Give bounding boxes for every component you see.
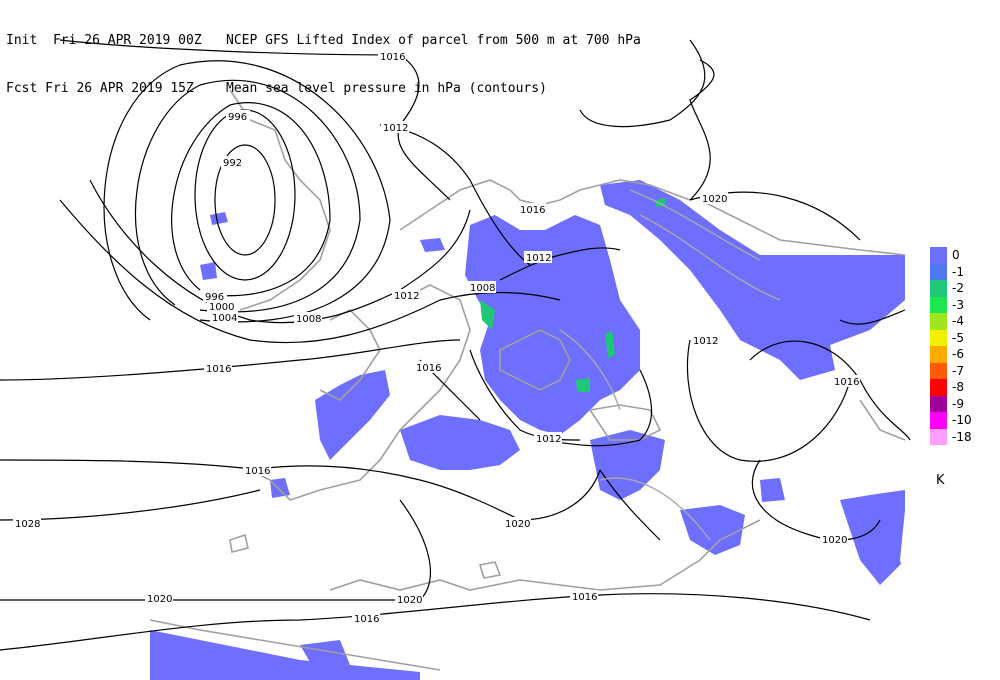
lifted-index-shading	[150, 180, 905, 680]
isobar-label: 1016	[416, 363, 441, 374]
isobar-label: 1020	[822, 535, 847, 546]
isobar-label: 1016	[380, 52, 405, 63]
isobar-label: 1012	[394, 291, 419, 302]
isobar-label: 1008	[296, 314, 321, 325]
legend-swatch	[930, 280, 947, 297]
isobar-label: 1016	[520, 205, 545, 216]
isobar-label: 1000	[209, 302, 234, 313]
isobars	[0, 39, 911, 651]
isobar-label: 1016	[572, 592, 597, 603]
legend-unit: K	[936, 473, 945, 488]
isobar-label: 996	[228, 112, 247, 123]
legend-swatch	[930, 362, 947, 379]
legend-swatch	[930, 247, 947, 264]
isobar-label: 1012	[693, 336, 718, 347]
legend-label: -6	[952, 347, 964, 361]
lifted-index-contours	[559, 189, 781, 541]
map-header: Init Fri 26 APR 2019 00Z NCEP GFS Lifted …	[6, 1, 641, 113]
isobar-label: 1016	[354, 614, 379, 625]
isobar-label: 1012	[536, 434, 561, 445]
legend-swatch	[930, 379, 947, 396]
legend-label: -5	[952, 330, 964, 345]
legend-swatch	[930, 412, 947, 429]
init-time: Init Fri 26 APR 2019 00Z	[6, 33, 202, 48]
isobar-label: 1016	[206, 364, 231, 375]
legend-swatch	[930, 428, 947, 445]
isobar-label: 1016	[245, 466, 270, 477]
legend-swatch	[930, 263, 947, 280]
isobar-label: 1012	[526, 253, 551, 264]
isobar-label: 1016	[834, 377, 859, 388]
legend-label: -2	[952, 281, 964, 295]
legend-label: 0	[952, 248, 960, 262]
legend-swatch	[930, 313, 947, 330]
isobar-label: 1020	[702, 194, 727, 205]
forecast-time: Fcst Fri 26 APR 2019 15Z	[6, 81, 194, 96]
legend-label: -10	[952, 413, 972, 427]
isobar-label: 1020	[505, 519, 530, 530]
legend-label: -4	[952, 314, 964, 328]
legend-label: -9	[952, 396, 964, 411]
legend-swatch	[930, 346, 947, 363]
isobar-label: 992	[223, 158, 242, 169]
isobar-label: 1008	[470, 283, 495, 294]
isobar-labels: 996 992 996 1000 1004 1008 1012 1012 101…	[13, 50, 860, 625]
legend-label: -1	[952, 264, 964, 279]
isobar-label: 996	[205, 292, 224, 303]
legend-label: -8	[952, 380, 964, 394]
map-subtitle: Mean sea level pressure in hPa (contours…	[226, 81, 547, 96]
isobar-label: 1028	[15, 519, 40, 530]
legend-swatch	[930, 296, 947, 313]
isobar-label: 1020	[397, 595, 422, 606]
map-title: NCEP GFS Lifted Index of parcel from 500…	[226, 33, 641, 48]
isobar-label: 1012	[383, 123, 408, 134]
coastlines	[149, 89, 906, 671]
legend-swatch	[930, 395, 947, 412]
legend-label: -7	[952, 363, 964, 378]
legend-label: -3	[952, 297, 964, 312]
legend-label: -18	[952, 429, 972, 444]
isobar-label: 1004	[212, 313, 237, 324]
isobar-label: 1020	[147, 594, 172, 605]
legend-swatch	[930, 329, 947, 346]
